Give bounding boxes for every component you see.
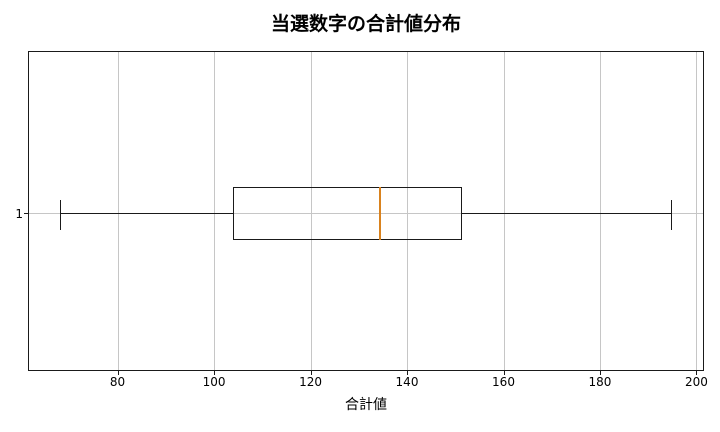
x-gridline bbox=[503, 52, 505, 370]
x-tick-mark bbox=[599, 371, 601, 375]
x-tick-label: 160 bbox=[492, 375, 515, 389]
x-gridline bbox=[117, 52, 119, 370]
chart-title: 当選数字の合計値分布 bbox=[270, 13, 461, 35]
x-tick-label: 80 bbox=[109, 375, 126, 389]
x-tick-label: 180 bbox=[588, 375, 612, 389]
iqr-box bbox=[233, 187, 463, 240]
x-tick-label: 140 bbox=[395, 375, 419, 389]
x-tick-mark bbox=[214, 371, 216, 375]
x-tick-mark bbox=[310, 371, 312, 375]
x-tick-mark bbox=[407, 371, 408, 375]
max-whisker-cap bbox=[671, 200, 673, 230]
x-tick-label: 100 bbox=[202, 375, 226, 389]
median-line bbox=[379, 187, 382, 240]
x-tick-mark bbox=[503, 371, 505, 375]
x-tick-label: 200 bbox=[685, 375, 708, 389]
x-gridline bbox=[310, 52, 312, 370]
x-axis-label: 合計値 bbox=[345, 397, 387, 413]
y-tick-mark bbox=[24, 213, 28, 215]
x-tick-label: 120 bbox=[299, 375, 322, 389]
x-gridline bbox=[407, 52, 408, 370]
x-gridline bbox=[599, 52, 601, 370]
x-gridline bbox=[696, 52, 698, 370]
y-gridline bbox=[29, 213, 703, 215]
x-gridline bbox=[214, 52, 216, 370]
x-tick-mark bbox=[696, 371, 698, 375]
min-whisker-cap bbox=[59, 200, 61, 230]
right-whisker-line bbox=[462, 213, 673, 215]
left-whisker-line bbox=[59, 213, 234, 215]
plot-area: 80 100 120 140 160 180 200 1 bbox=[15, 51, 708, 388]
x-tick-mark bbox=[117, 371, 119, 375]
y-tick-label: 1 bbox=[15, 206, 23, 221]
